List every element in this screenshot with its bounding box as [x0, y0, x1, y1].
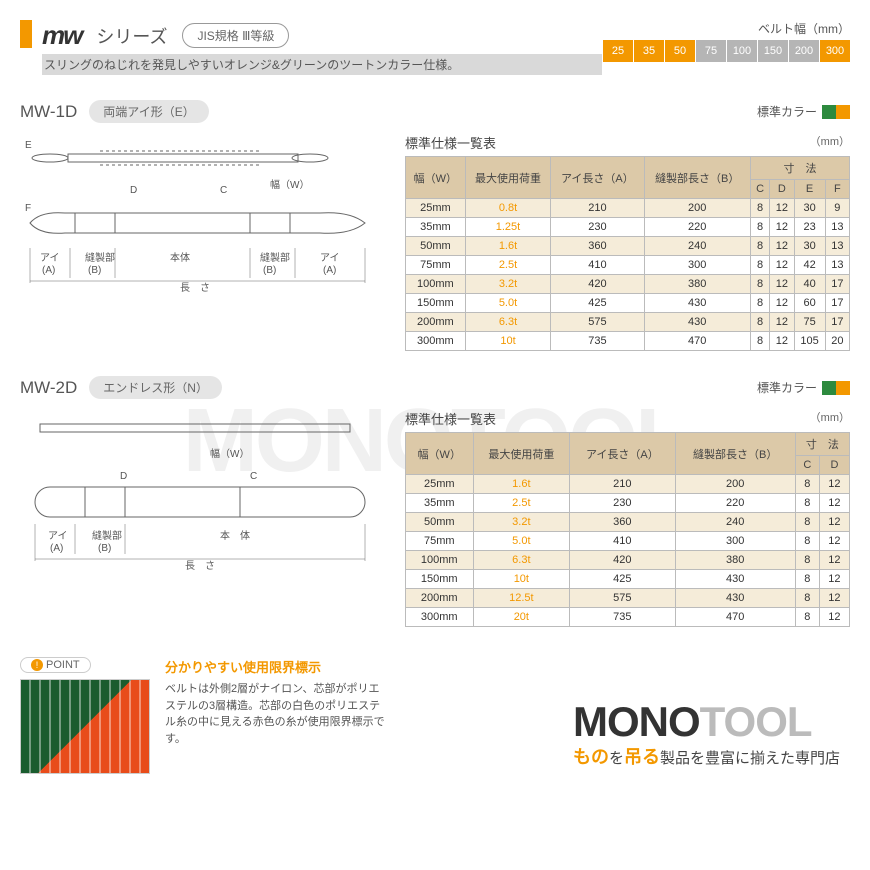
svg-text:(A): (A): [42, 265, 55, 276]
point-title: 分かりやすい使用限界標示: [165, 657, 385, 676]
table-row: 200mm6.3t5754308127517: [406, 313, 850, 332]
color-label: 標準カラー: [757, 103, 850, 120]
section-mw1d: MW-1D 両端アイ形（E） 標準カラー E F D C 幅（W） アイ 縫製部 本…: [20, 100, 850, 351]
belt-chip: 35: [634, 40, 664, 62]
section-code: MW-2D: [20, 378, 77, 398]
belt-chip: 300: [820, 40, 850, 62]
unit: （mm）: [810, 133, 850, 152]
swatch-green: [822, 105, 836, 119]
swatch-orange: [836, 381, 850, 395]
svg-text:長 さ: 長 さ: [180, 282, 210, 294]
series-text: シリーズ: [96, 23, 167, 49]
diagram-mw1d: E F D C 幅（W） アイ 縫製部 本体 縫製部 アイ (A) (B) (B) (A) 長…: [20, 133, 380, 313]
swatch-orange: [836, 105, 850, 119]
table-row: 300mm20t735470812: [406, 608, 850, 627]
svg-text:本体: 本体: [170, 251, 190, 264]
svg-text:縫製部: 縫製部: [92, 529, 122, 542]
subtitle: スリングのねじれを発見しやすいオレンジ&グリーンのツートンカラー仕様。: [42, 54, 602, 75]
table-row: 300mm10t73547081210520: [406, 332, 850, 351]
point-image: [20, 679, 150, 774]
table-row: 50mm1.6t3602408123013: [406, 237, 850, 256]
svg-text:(A): (A): [323, 265, 336, 276]
svg-text:C: C: [250, 471, 257, 482]
section-badge: 両端アイ形（E）: [89, 100, 208, 123]
svg-text:D: D: [120, 471, 127, 482]
svg-text:アイ: アイ: [40, 253, 60, 264]
table-row: 150mm5.0t4254308126017: [406, 294, 850, 313]
section-mw2d: MW-2D エンドレス形（N） 標準カラー 幅（W） D C アイ 縫製部 本 体 (…: [20, 376, 850, 627]
table-row: 100mm6.3t420380812: [406, 551, 850, 570]
belt-width-area: ベルト幅（mm） 25355075100150200300: [603, 20, 850, 62]
svg-text:アイ: アイ: [48, 531, 68, 542]
header: mw シリーズ JIS規格 Ⅲ等級 スリングのねじれを発見しやすいオレンジ&グリ…: [20, 20, 850, 75]
svg-text:D: D: [130, 185, 137, 196]
svg-text:(B): (B): [98, 543, 111, 554]
table-row: 35mm1.25t2302208122313: [406, 218, 850, 237]
table-row: 200mm12.5t575430812: [406, 589, 850, 608]
jis-badge: JIS規格 Ⅲ等級: [182, 23, 289, 48]
unit: （mm）: [810, 409, 850, 428]
belt-chip: 150: [758, 40, 788, 62]
svg-text:C: C: [220, 185, 227, 196]
svg-text:(B): (B): [88, 265, 101, 276]
svg-text:(B): (B): [263, 265, 276, 276]
section-code: MW-1D: [20, 102, 77, 122]
svg-text:F: F: [25, 203, 31, 214]
svg-text:幅（W）: 幅（W）: [270, 178, 309, 191]
belt-chip: 25: [603, 40, 633, 62]
table-row: 50mm3.2t360240812: [406, 513, 850, 532]
svg-text:(A): (A): [50, 543, 63, 554]
table-row: 75mm5.0t410300812: [406, 532, 850, 551]
table-title: 標準仕様一覧表: [405, 409, 496, 428]
spec-table-1: 幅（W）最大使用荷重アイ長さ（A）縫製部長さ（B）寸 法 CDEF 25mm0.…: [405, 156, 850, 351]
point-badge: !POINT: [20, 657, 91, 673]
belt-chip: 200: [789, 40, 819, 62]
svg-text:縫製部: 縫製部: [85, 251, 115, 264]
svg-text:E: E: [25, 140, 32, 151]
svg-text:縫製部: 縫製部: [260, 251, 290, 264]
point-desc: ベルトは外側2層がナイロン、芯部がポリエステルの3層構造。芯部の白色のポリエステ…: [165, 681, 385, 747]
swatch-green: [822, 381, 836, 395]
mw-logo: mw: [42, 20, 81, 51]
diagram-mw2d: 幅（W） D C アイ 縫製部 本 体 (A) (B) 長 さ: [20, 409, 380, 589]
svg-text:幅（W）: 幅（W）: [210, 447, 249, 460]
table-row: 100mm3.2t4203808124017: [406, 275, 850, 294]
section-badge: エンドレス形（N）: [89, 376, 222, 399]
accent-bar: [20, 20, 32, 48]
spec-table-2: 幅（W）最大使用荷重アイ長さ（A）縫製部長さ（B）寸 法 CD 25mm1.6t…: [405, 432, 850, 627]
svg-text:アイ: アイ: [320, 253, 340, 264]
table-title: 標準仕様一覧表: [405, 133, 496, 152]
table-row: 75mm2.5t4103008124213: [406, 256, 850, 275]
table-row: 150mm10t425430812: [406, 570, 850, 589]
svg-text:本 体: 本 体: [220, 529, 250, 542]
table-row: 25mm1.6t210200812: [406, 475, 850, 494]
table-row: 25mm0.8t210200812309: [406, 199, 850, 218]
belt-chip: 50: [665, 40, 695, 62]
footer-logo: MONOTOOL ものを吊る製品を豊富に揃えた専門店: [573, 701, 840, 769]
color-label: 標準カラー: [757, 379, 850, 396]
belt-chip: 75: [696, 40, 726, 62]
belt-label: ベルト幅（mm）: [603, 20, 850, 37]
belt-chip: 100: [727, 40, 757, 62]
svg-text:長 さ: 長 さ: [185, 560, 215, 572]
belt-chips: 25355075100150200300: [603, 40, 850, 62]
table-row: 35mm2.5t230220812: [406, 494, 850, 513]
